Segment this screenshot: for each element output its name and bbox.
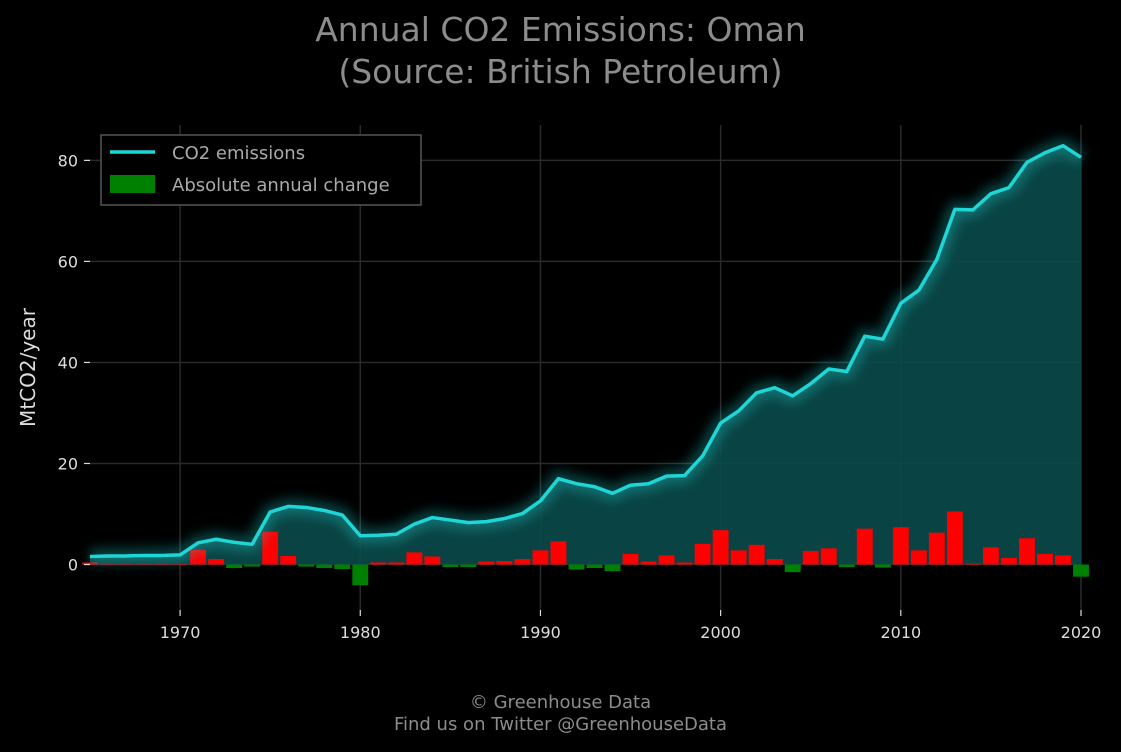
change-bar bbox=[820, 548, 837, 565]
change-bar bbox=[370, 562, 387, 565]
change-bar bbox=[1073, 564, 1089, 577]
change-bar bbox=[226, 564, 243, 569]
change-bar bbox=[244, 564, 261, 567]
change-bar bbox=[136, 564, 152, 565]
emissions-area bbox=[90, 145, 1081, 565]
y-tick-label: 0 bbox=[68, 556, 78, 575]
change-bar bbox=[928, 532, 945, 565]
change-bar bbox=[748, 544, 765, 565]
change-bar bbox=[1019, 538, 1035, 565]
change-bar bbox=[388, 562, 405, 565]
change-bar bbox=[316, 564, 333, 569]
x-tick-label: 1980 bbox=[340, 623, 381, 642]
change-bar bbox=[694, 543, 711, 565]
x-tick-label: 2000 bbox=[700, 623, 741, 642]
x-tick-label: 1990 bbox=[520, 623, 561, 642]
change-bar bbox=[838, 564, 855, 568]
change-bar bbox=[478, 561, 495, 565]
change-bar bbox=[424, 556, 441, 565]
x-tick-label: 2020 bbox=[1061, 623, 1102, 642]
change-bar bbox=[568, 564, 585, 570]
change-bar bbox=[154, 564, 171, 565]
change-bar bbox=[496, 560, 513, 565]
footer-twitter: Find us on Twitter @GreenhouseData bbox=[393, 714, 728, 735]
emissions-line-group bbox=[89, 137, 1085, 564]
x-tick-label: 1970 bbox=[160, 623, 201, 642]
change-bar bbox=[550, 541, 567, 565]
change-bar bbox=[586, 564, 603, 569]
change-bar bbox=[1055, 555, 1071, 565]
change-bar bbox=[640, 561, 657, 565]
emissions-line bbox=[89, 143, 1082, 559]
change-bar bbox=[100, 564, 116, 565]
change-bar bbox=[172, 564, 189, 565]
legend: CO2 emissions Absolute annual change bbox=[100, 134, 422, 206]
change-bar bbox=[118, 564, 134, 565]
y-tick-label: 40 bbox=[58, 353, 78, 372]
x-tick-label: 2010 bbox=[880, 623, 921, 642]
y-tick-label: 80 bbox=[58, 151, 78, 170]
change-bar bbox=[352, 564, 369, 586]
legend-label-emissions: CO2 emissions bbox=[172, 143, 305, 164]
change-bar bbox=[622, 553, 639, 565]
change-bar bbox=[334, 564, 351, 570]
change-bar bbox=[208, 558, 225, 565]
chart-canvas: 1970 1980 1990 2000 2010 2020 0 20 40 60 80 MtCO2/y… bbox=[16, 125, 1101, 642]
change-bar bbox=[892, 527, 909, 565]
change-bar bbox=[982, 547, 999, 565]
footer-copyright: © Greenhouse Data bbox=[469, 692, 652, 713]
change-bar bbox=[658, 555, 675, 565]
change-bar bbox=[442, 564, 459, 568]
legend-label-change: Absolute annual change bbox=[172, 175, 390, 196]
legend-bar-swatch bbox=[110, 175, 155, 193]
change-bar bbox=[298, 564, 315, 567]
change-bar bbox=[460, 564, 477, 568]
change-bar bbox=[262, 531, 279, 565]
change-bar bbox=[946, 511, 963, 565]
chart-title-line1: Annual CO2 Emissions: Oman bbox=[315, 10, 806, 49]
axes: 1970 1980 1990 2000 2010 2020 0 20 40 60 80 MtCO2/y… bbox=[16, 151, 1101, 642]
change-bar bbox=[730, 550, 747, 565]
change-bar bbox=[532, 550, 549, 565]
change-bar bbox=[802, 550, 819, 565]
change-bar bbox=[514, 558, 531, 565]
change-bar bbox=[910, 550, 927, 565]
change-bar bbox=[874, 564, 891, 568]
change-bar bbox=[712, 530, 729, 565]
change-bar bbox=[856, 528, 873, 565]
y-tick-label: 20 bbox=[58, 454, 78, 473]
change-bar bbox=[766, 558, 783, 565]
annual-change-bars bbox=[82, 511, 1089, 586]
change-bar bbox=[964, 563, 981, 565]
change-bar bbox=[406, 552, 423, 565]
change-bar bbox=[604, 564, 621, 572]
legend-box bbox=[100, 134, 422, 206]
change-bar bbox=[1037, 553, 1053, 565]
emissions-fill bbox=[90, 145, 1081, 565]
change-bar bbox=[1000, 557, 1017, 565]
y-axis-label: MtCO2/year bbox=[16, 307, 40, 427]
chart-title-line2: (Source: British Petroleum) bbox=[338, 52, 783, 91]
change-bar bbox=[676, 562, 693, 565]
y-tick-label: 60 bbox=[58, 252, 78, 271]
change-bar bbox=[784, 564, 801, 573]
change-bar bbox=[280, 555, 297, 565]
change-bar bbox=[82, 562, 98, 565]
